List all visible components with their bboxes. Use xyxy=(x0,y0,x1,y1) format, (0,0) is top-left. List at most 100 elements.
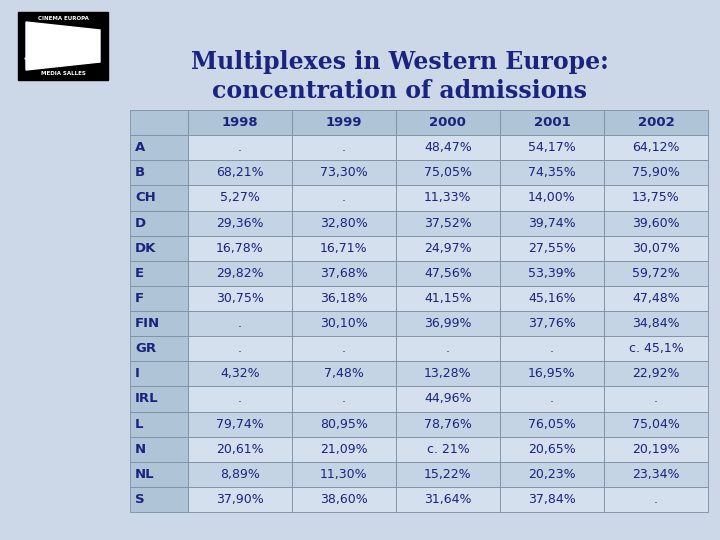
Bar xyxy=(188,361,292,387)
Bar xyxy=(130,361,188,387)
Text: E: E xyxy=(135,267,144,280)
Bar xyxy=(292,487,396,512)
Bar xyxy=(292,336,396,361)
Bar xyxy=(130,311,188,336)
Bar xyxy=(188,211,292,235)
Bar xyxy=(396,235,500,261)
Bar xyxy=(292,462,396,487)
Text: 75,05%: 75,05% xyxy=(424,166,472,179)
Bar xyxy=(396,336,500,361)
Bar xyxy=(292,261,396,286)
Bar xyxy=(130,110,188,135)
Bar xyxy=(604,160,708,185)
Text: 27,55%: 27,55% xyxy=(528,242,576,255)
Bar xyxy=(604,286,708,311)
Text: 16,78%: 16,78% xyxy=(216,242,264,255)
Text: 21,09%: 21,09% xyxy=(320,443,368,456)
Text: MEDIA SALLES: MEDIA SALLES xyxy=(40,71,86,76)
Bar xyxy=(396,462,500,487)
Text: .: . xyxy=(238,141,242,154)
Bar xyxy=(604,135,708,160)
Bar xyxy=(396,286,500,311)
Text: S: S xyxy=(135,493,145,506)
Text: 36,99%: 36,99% xyxy=(424,317,472,330)
Text: .: . xyxy=(238,317,242,330)
Text: 11,30%: 11,30% xyxy=(320,468,368,481)
Bar xyxy=(130,336,188,361)
Text: 39,74%: 39,74% xyxy=(528,217,576,230)
Text: 2001: 2001 xyxy=(534,116,570,129)
Bar xyxy=(604,487,708,512)
Text: 41,15%: 41,15% xyxy=(424,292,472,305)
Bar xyxy=(292,211,396,235)
Bar xyxy=(604,235,708,261)
Text: 80,95%: 80,95% xyxy=(320,417,368,430)
Bar xyxy=(604,387,708,411)
Bar xyxy=(396,185,500,211)
Bar xyxy=(188,160,292,185)
Text: .: . xyxy=(342,141,346,154)
Text: 32,80%: 32,80% xyxy=(320,217,368,230)
Bar xyxy=(500,311,604,336)
Text: 20,61%: 20,61% xyxy=(216,443,264,456)
Text: CH: CH xyxy=(135,192,156,205)
Text: 73,30%: 73,30% xyxy=(320,166,368,179)
Text: .: . xyxy=(238,393,242,406)
Bar xyxy=(130,135,188,160)
Text: 48,47%: 48,47% xyxy=(424,141,472,154)
Text: FIN: FIN xyxy=(135,317,160,330)
Text: 37,68%: 37,68% xyxy=(320,267,368,280)
Text: .: . xyxy=(550,393,554,406)
Bar xyxy=(500,361,604,387)
Text: 44,96%: 44,96% xyxy=(424,393,472,406)
Bar xyxy=(292,110,396,135)
Bar xyxy=(292,235,396,261)
Text: .: . xyxy=(654,493,658,506)
Text: 37,84%: 37,84% xyxy=(528,493,576,506)
Bar xyxy=(604,336,708,361)
Bar xyxy=(292,286,396,311)
Bar xyxy=(500,235,604,261)
Bar xyxy=(500,437,604,462)
Bar xyxy=(396,110,500,135)
Bar xyxy=(604,437,708,462)
Bar xyxy=(130,487,188,512)
Text: 38,60%: 38,60% xyxy=(320,493,368,506)
Bar xyxy=(604,211,708,235)
Bar xyxy=(130,437,188,462)
Text: 54,17%: 54,17% xyxy=(528,141,576,154)
Text: 79,74%: 79,74% xyxy=(216,417,264,430)
Text: DK: DK xyxy=(135,242,156,255)
Text: 4,32%: 4,32% xyxy=(220,367,260,380)
Text: IRL: IRL xyxy=(135,393,158,406)
Bar xyxy=(396,487,500,512)
Text: 5,27%: 5,27% xyxy=(220,192,260,205)
Bar xyxy=(500,185,604,211)
Text: 20,19%: 20,19% xyxy=(632,443,680,456)
Bar xyxy=(188,261,292,286)
Text: 75,04%: 75,04% xyxy=(632,417,680,430)
Text: 47,48%: 47,48% xyxy=(632,292,680,305)
Bar xyxy=(188,286,292,311)
Bar xyxy=(604,361,708,387)
Text: 78,76%: 78,76% xyxy=(424,417,472,430)
Bar xyxy=(188,411,292,437)
Bar xyxy=(604,185,708,211)
Bar xyxy=(130,235,188,261)
Text: 64,12%: 64,12% xyxy=(632,141,680,154)
Bar xyxy=(396,361,500,387)
Text: 29,36%: 29,36% xyxy=(216,217,264,230)
Bar xyxy=(188,437,292,462)
Text: 31,64%: 31,64% xyxy=(424,493,472,506)
Bar xyxy=(292,160,396,185)
Text: c. 21%: c. 21% xyxy=(426,443,469,456)
Bar xyxy=(500,135,604,160)
Text: 20,23%: 20,23% xyxy=(528,468,576,481)
Bar xyxy=(292,311,396,336)
Text: F: F xyxy=(135,292,144,305)
Text: 13,28%: 13,28% xyxy=(424,367,472,380)
Bar xyxy=(130,185,188,211)
Bar xyxy=(130,286,188,311)
Bar xyxy=(500,387,604,411)
Text: 74,35%: 74,35% xyxy=(528,166,576,179)
